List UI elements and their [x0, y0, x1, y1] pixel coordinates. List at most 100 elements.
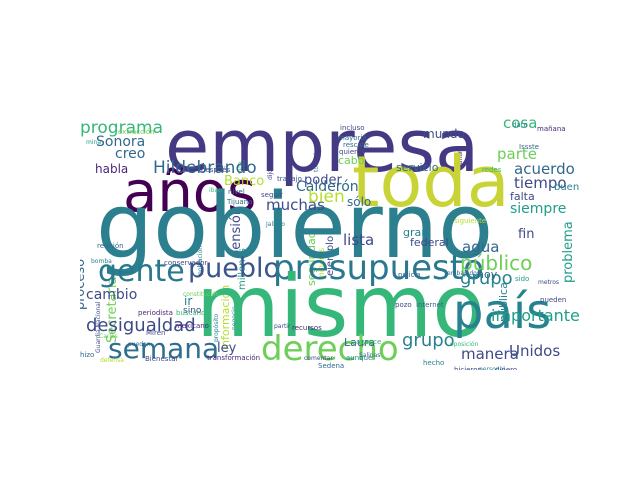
word: mexicano: [175, 322, 209, 330]
word: desigualdad: [86, 315, 196, 336]
word: hoy: [477, 268, 498, 281]
word: cambio: [86, 287, 138, 303]
word: empresa: [165, 110, 480, 188]
word: Miren: [146, 329, 166, 337]
word: siempre: [510, 201, 567, 217]
word: siguiente: [454, 217, 487, 225]
word: ir: [184, 294, 193, 308]
word: quieren: [339, 148, 366, 156]
word: toda: [352, 141, 510, 223]
word: nivel: [228, 188, 245, 196]
word: Bienestar: [145, 355, 179, 363]
word: pueblo: [188, 253, 281, 284]
word: pueden: [540, 296, 567, 304]
word: dato: [512, 121, 528, 129]
word-cloud: Secretaría información pensión proceso m…: [80, 110, 580, 370]
word: Tijuana: [227, 198, 253, 206]
word: público: [460, 251, 533, 275]
word: mañana: [537, 125, 566, 133]
word: tiempo: [514, 174, 567, 192]
word: hicieron: [454, 366, 482, 371]
word: servicio: [396, 161, 439, 174]
word: Salinas: [359, 352, 381, 359]
word: sólo: [347, 195, 372, 209]
word: Carlos: [99, 333, 118, 340]
word: internet: [416, 301, 444, 309]
word: Unidos: [509, 342, 561, 360]
word: policía: [398, 271, 421, 279]
word: agua: [462, 238, 500, 256]
word: derecho: [261, 329, 399, 369]
word: programa: [80, 118, 163, 138]
word: habla: [95, 162, 129, 176]
word: pozo: [395, 301, 412, 309]
word: buscando: [176, 309, 210, 317]
word: hizo: [80, 351, 95, 359]
word: personal: [479, 366, 505, 371]
word: creo: [115, 146, 146, 162]
word: fin: [518, 227, 535, 242]
word: Hildebrando: [153, 158, 257, 178]
word: constitución: [183, 291, 220, 298]
word: incluso: [340, 124, 365, 132]
word: aunque: [346, 354, 373, 362]
word: seguir: [261, 191, 283, 199]
word: Calderón: [296, 179, 359, 195]
word: grupo: [460, 268, 513, 289]
word: bomba: [91, 258, 112, 265]
word: lista: [343, 231, 375, 249]
word: años: [123, 160, 257, 225]
word: buen: [554, 182, 580, 193]
word: iban: [209, 187, 222, 194]
word: defensa: [100, 357, 124, 364]
word: redes: [482, 166, 502, 174]
word: después: [201, 166, 231, 174]
word: ley: [217, 341, 237, 356]
word: poder: [304, 173, 342, 188]
word: transformación: [207, 354, 261, 362]
word: mayoría: [338, 134, 367, 142]
word: sino: [183, 306, 202, 316]
word: falta: [510, 190, 535, 203]
word: Banco: [224, 174, 265, 189]
word: parte: [497, 145, 537, 163]
word: muchas: [266, 196, 325, 214]
word: federal: [410, 236, 449, 249]
word: Sedena: [318, 362, 345, 370]
word: importante: [491, 306, 580, 325]
word: gobierno: [96, 174, 494, 279]
word: periodista: [138, 309, 173, 317]
word: recursos: [292, 324, 322, 332]
word: reunión: [97, 242, 124, 250]
word: gente: [98, 254, 185, 289]
word: bien: [308, 187, 345, 207]
word: sido: [515, 275, 530, 283]
word: comentar: [304, 355, 333, 362]
word: rescate: [343, 141, 369, 149]
word: grupo: [402, 330, 455, 351]
word: conservador: [164, 259, 208, 267]
word: partir: [274, 323, 291, 330]
word: Issste: [519, 143, 540, 151]
word: manera: [461, 345, 519, 363]
word: mundo: [423, 127, 465, 141]
word: extracción: [118, 128, 155, 136]
word: país: [453, 284, 552, 340]
word: gran: [403, 226, 429, 239]
word: presupuesto: [273, 248, 484, 288]
word: semana: [108, 332, 220, 365]
word: cabo: [338, 154, 365, 167]
word: trabajo: [277, 175, 302, 183]
word: avance: [356, 338, 382, 346]
word: cosa: [503, 114, 538, 132]
word: oposición: [450, 341, 479, 348]
word: problema: [561, 221, 576, 283]
word: metros: [538, 279, 560, 286]
word: embajador: [447, 270, 480, 277]
word: Jalisco: [266, 221, 285, 228]
word: mina: [86, 139, 101, 146]
word: hecho: [423, 359, 445, 367]
word: puedan: [128, 341, 151, 348]
word: dinero: [495, 366, 518, 371]
word: Laura: [344, 336, 376, 349]
